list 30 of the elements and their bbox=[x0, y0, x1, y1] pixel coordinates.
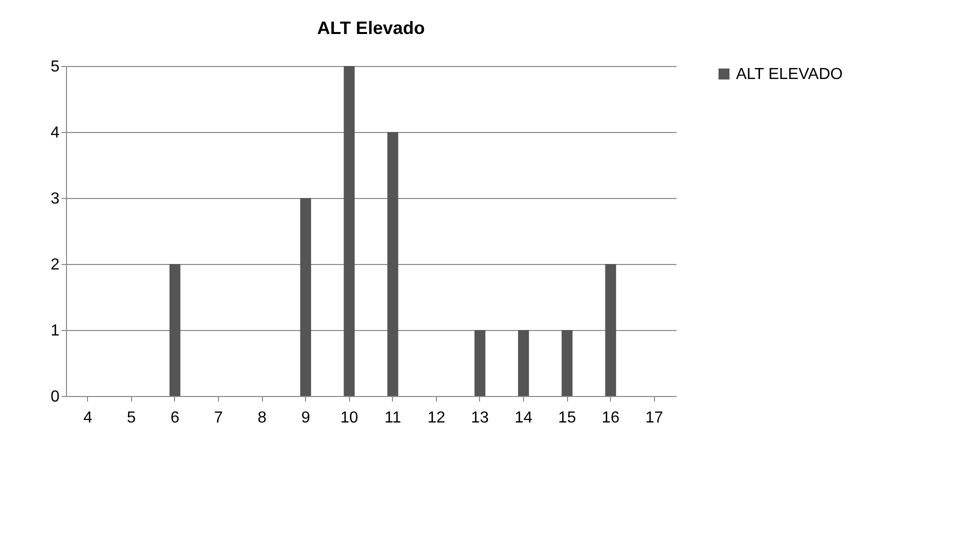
x-tick-label: 6 bbox=[170, 410, 180, 426]
bar bbox=[169, 264, 180, 396]
x-tick-label: 12 bbox=[427, 410, 446, 426]
y-tick-label: 2 bbox=[50, 256, 60, 274]
bar bbox=[605, 264, 616, 396]
y-tick-label: 4 bbox=[50, 124, 60, 142]
x-tick-label: 11 bbox=[384, 410, 402, 426]
y-tick-label: 5 bbox=[50, 58, 60, 76]
chart-title: ALT Elevado bbox=[317, 18, 425, 38]
x-tick-label: 4 bbox=[83, 410, 92, 426]
x-tick-label: 10 bbox=[340, 410, 358, 426]
bar bbox=[562, 330, 573, 396]
x-tick-label: 15 bbox=[558, 410, 576, 426]
x-tick-label: 16 bbox=[602, 410, 620, 426]
y-tick-label: 1 bbox=[50, 322, 60, 340]
bar bbox=[387, 132, 398, 396]
bar bbox=[474, 330, 486, 396]
bar bbox=[300, 198, 312, 396]
bar bbox=[518, 330, 529, 396]
x-tick-label: 5 bbox=[126, 410, 136, 426]
x-tick-label: 9 bbox=[301, 410, 310, 426]
x-tick-label: 17 bbox=[645, 410, 664, 426]
x-tick-label: 14 bbox=[514, 410, 532, 426]
x-tick-label: 13 bbox=[471, 410, 489, 426]
legend-label: ALT ELEVADO bbox=[736, 66, 843, 83]
y-tick-label: 0 bbox=[50, 388, 60, 406]
y-tick-label: 3 bbox=[50, 190, 60, 208]
x-tick-label: 8 bbox=[258, 410, 267, 426]
x-tick-label: 7 bbox=[214, 410, 224, 426]
bar bbox=[344, 66, 355, 396]
